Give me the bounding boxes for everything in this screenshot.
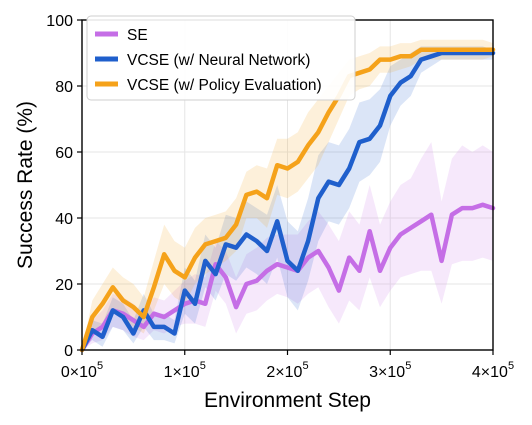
y-tick-label: 60 [55, 145, 73, 162]
x-axis-title: Environment Step [204, 389, 371, 412]
y-axis-title: Success Rate (%) [14, 101, 37, 269]
y-tick-label: 100 [46, 13, 73, 30]
x-tick-label: 3×105 [369, 360, 411, 381]
legend-box [86, 15, 356, 101]
band-series-3 [82, 39, 493, 351]
x-tick-label: 2×105 [266, 360, 308, 381]
line-series-3 [79, 47, 496, 353]
x-tick-label: 1×105 [164, 360, 206, 381]
x-tick-label: 4×105 [472, 360, 514, 381]
axis-ticks: 0 20 40 60 80 100 0×105 1×105 2×105 3×105 4×105 [46, 13, 514, 381]
y-tick-label: 40 [55, 211, 73, 228]
y-tick-label: 20 [55, 277, 73, 294]
legend-label: VCSE (w/ Neural Network) [127, 52, 310, 69]
legend: SE VCSE (w/ Neural Network) VCSE (w/ Polic… [86, 15, 356, 101]
legend-label: VCSE (w/ Policy Evaluation) [127, 77, 322, 94]
line-series-2 [79, 50, 496, 353]
y-tick-label: 80 [55, 79, 73, 96]
y-tick-label: 0 [64, 343, 73, 360]
series-lines [79, 47, 496, 353]
x-tick-label: 0×105 [61, 360, 103, 381]
legend-label: SE [127, 27, 148, 44]
